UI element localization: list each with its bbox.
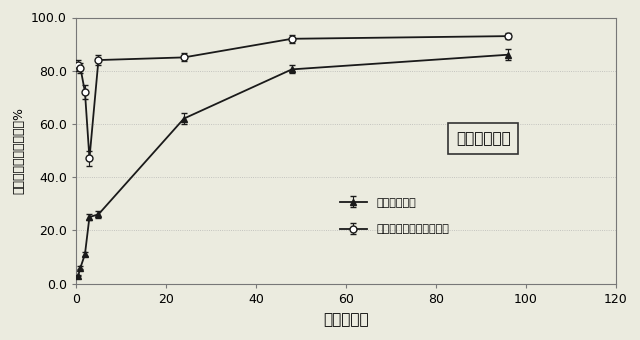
- X-axis label: 時間（時）: 時間（時）: [323, 312, 369, 327]
- Legend: ドセタキセル, ドセタキセル（従来品）: ドセタキセル, ドセタキセル（従来品）: [335, 193, 454, 239]
- Text: （ナノ粒子）: （ナノ粒子）: [456, 131, 511, 146]
- Y-axis label: 累計ドセタキセル放出%: 累計ドセタキセル放出%: [13, 107, 26, 194]
